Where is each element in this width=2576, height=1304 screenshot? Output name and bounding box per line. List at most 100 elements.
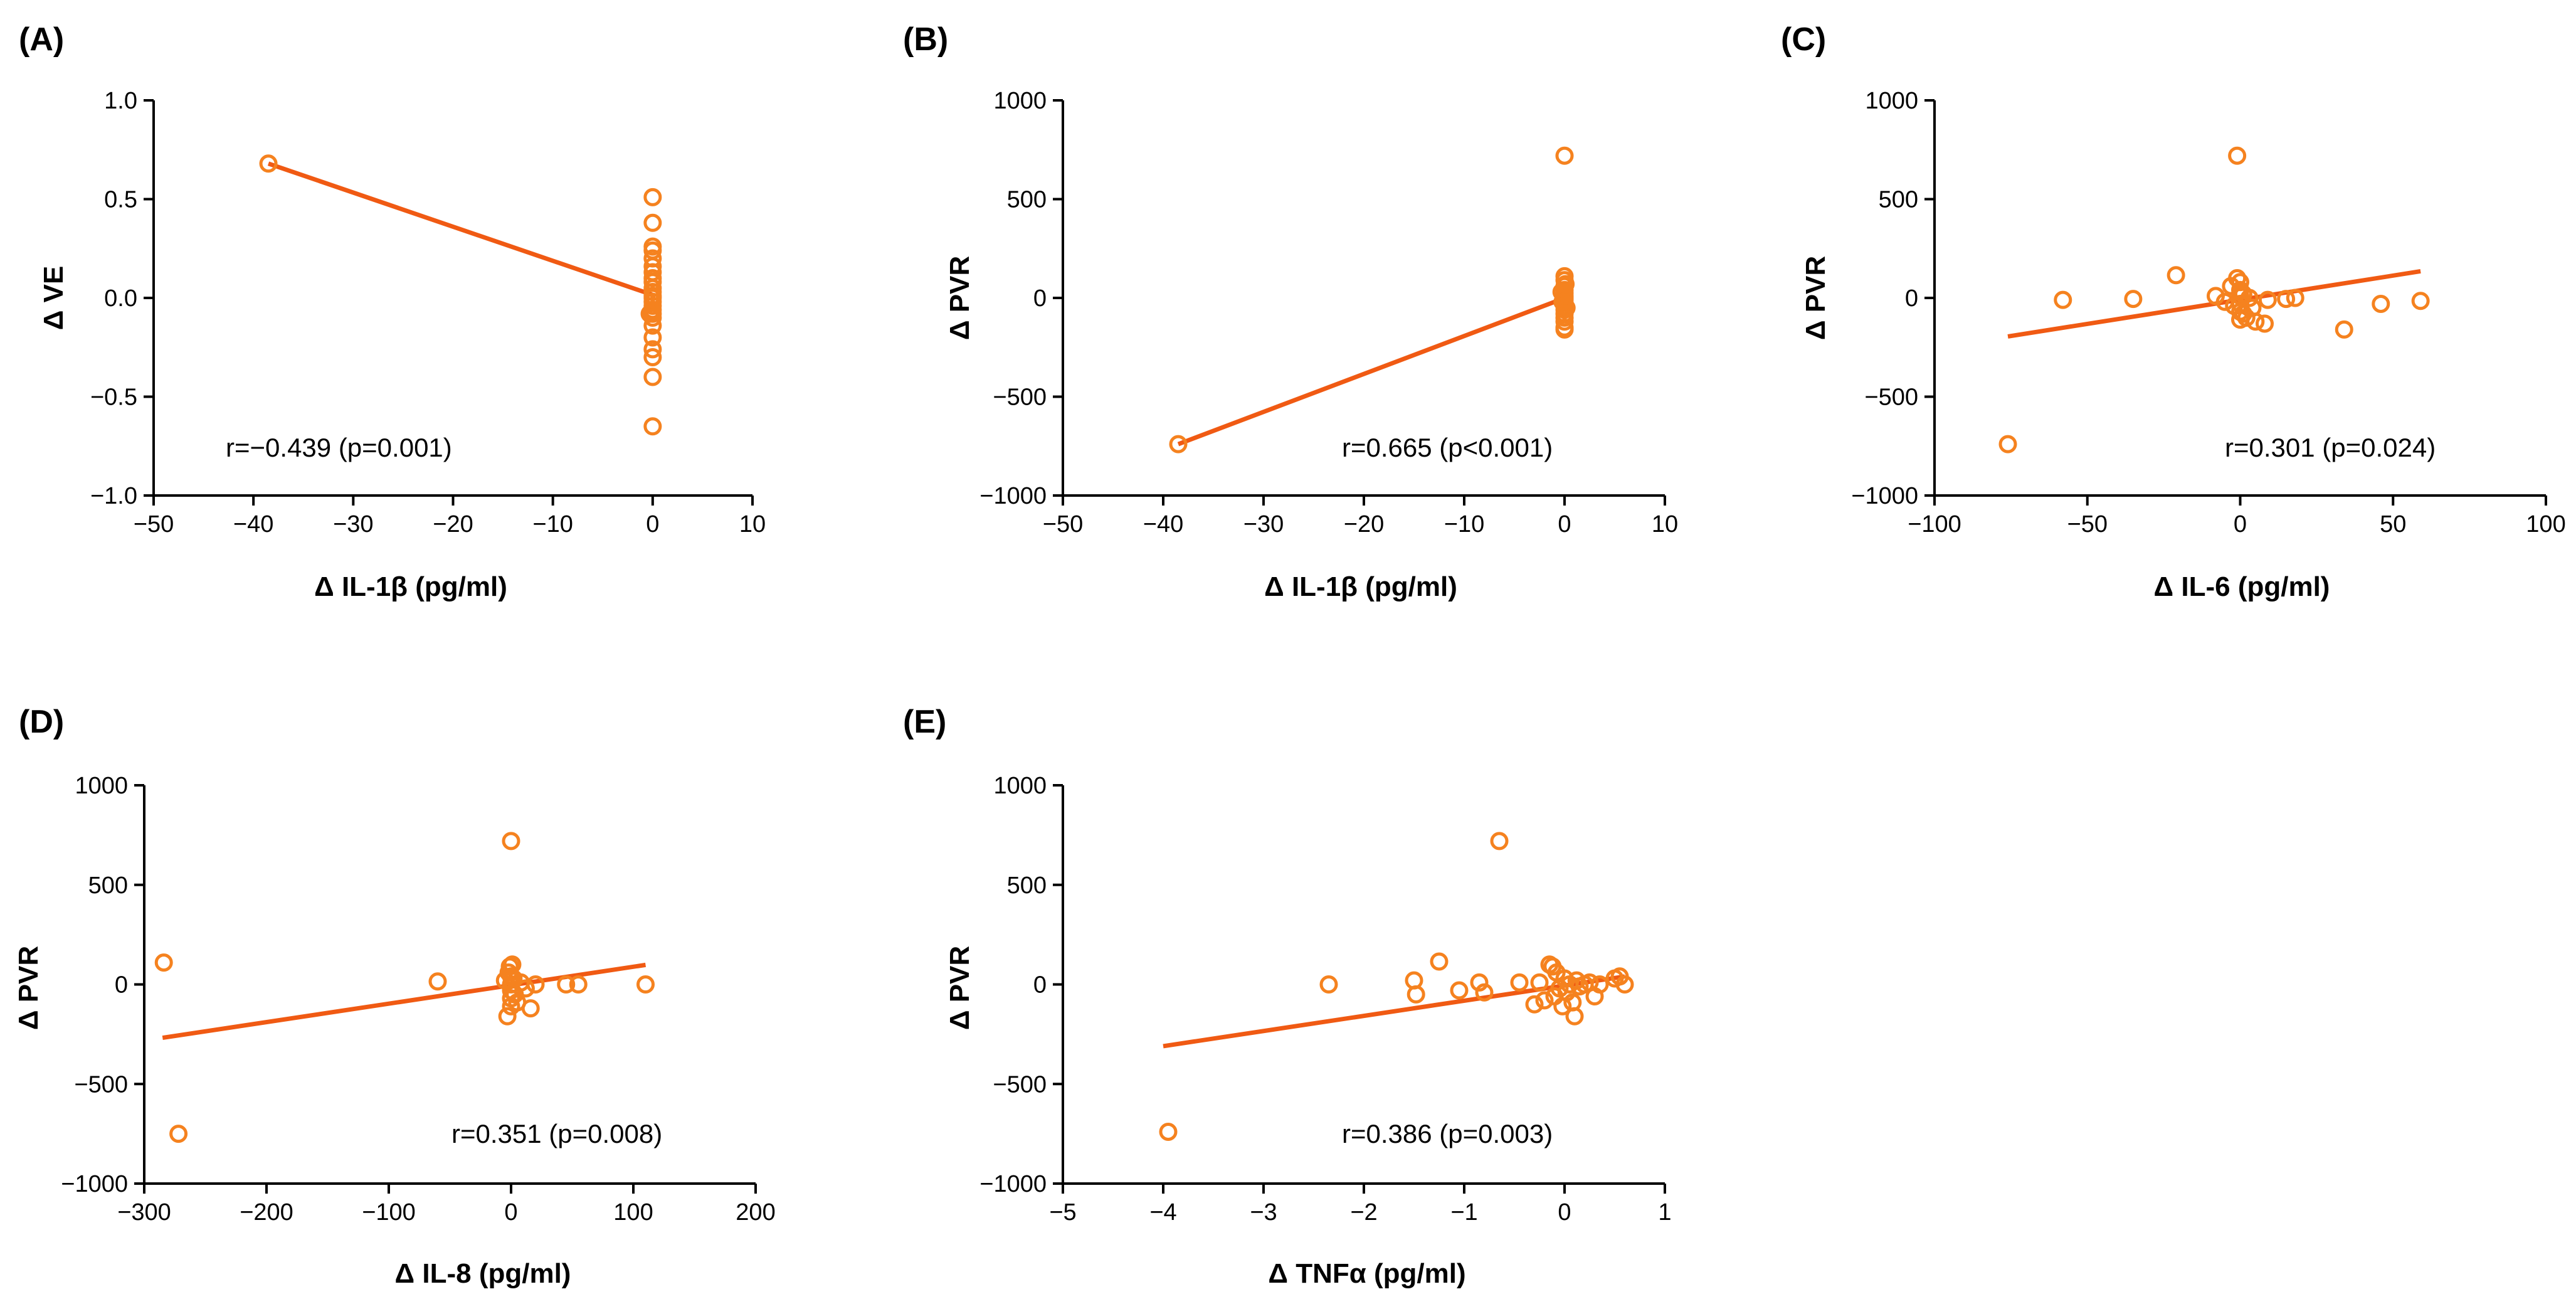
x-tick-label: −1: [1450, 1199, 1477, 1226]
x-tick-label: −2: [1350, 1199, 1377, 1226]
correlation-annotation: r=0.351 (p=0.008): [451, 1119, 662, 1148]
y-tick-label: 0: [115, 972, 128, 999]
y-tick-label: 500: [1879, 187, 1918, 213]
panel-letter: (D): [19, 704, 64, 740]
data-point: [2240, 289, 2259, 307]
data-point: [1530, 973, 1549, 992]
y-tick-label: −500: [993, 384, 1047, 411]
x-axis-title: Δ IL-1β (pg/ml): [314, 571, 507, 602]
x-tick-label: −4: [1149, 1199, 1176, 1226]
y-tick-label: 500: [1007, 872, 1047, 899]
y-tick-label: 1000: [993, 773, 1047, 799]
data-point: [259, 154, 278, 173]
correlation-annotation: r=0.301 (p=0.024): [2225, 433, 2436, 462]
x-tick-label: −5: [1049, 1199, 1076, 1226]
data-point: [643, 417, 662, 436]
x-tick-label: 10: [739, 511, 766, 538]
data-point: [643, 368, 662, 386]
x-tick-label: −50: [1043, 511, 1083, 538]
data-point: [428, 972, 447, 991]
data-point: [1470, 973, 1489, 992]
x-tick-label: 0: [2234, 511, 2247, 538]
x-axis-title: Δ IL-1β (pg/ml): [1264, 571, 1457, 602]
regression-line: [267, 161, 657, 299]
x-tick-label: −10: [1444, 511, 1484, 538]
data-point: [2411, 292, 2430, 310]
x-tick-label: −40: [233, 511, 273, 538]
data-point: [521, 999, 540, 1018]
x-tick-label: 10: [1652, 511, 1678, 538]
panel-d: (D) −300 −200 −100 0 100 200−1000−50005001000…: [13, 704, 776, 1289]
panel-letter: (C): [1781, 21, 1826, 58]
x-tick-label: 100: [2526, 511, 2565, 538]
x-tick-label: −300: [117, 1199, 171, 1226]
y-tick-label: 1000: [75, 773, 128, 799]
y-tick-label: −0.5: [90, 384, 137, 411]
data-point: [1535, 991, 1554, 1010]
correlation-annotation: r=0.665 (p<0.001): [1342, 433, 1553, 462]
y-tick-label: −1000: [1851, 483, 1918, 509]
y-tick-label: 0: [1033, 972, 1047, 999]
data-point: [1510, 973, 1529, 992]
data-point: [2372, 294, 2390, 313]
regression-line: [1163, 974, 1625, 1049]
y-tick-label: 0.5: [104, 187, 137, 213]
data-point: [498, 1007, 517, 1026]
y-tick-label: 1.0: [104, 88, 137, 114]
data-point: [1475, 983, 1494, 1002]
data-point: [516, 979, 535, 998]
x-tick-label: −30: [333, 511, 373, 538]
data-point: [1556, 275, 1575, 294]
x-axis-title: Δ IL-6 (pg/ml): [2154, 571, 2330, 602]
data-point: [2228, 146, 2247, 165]
panel-letter: (A): [19, 21, 64, 58]
data-point: [2124, 290, 2143, 309]
x-tick-label: 100: [613, 1199, 653, 1226]
x-tick-label: 0: [646, 511, 659, 538]
regression-line: [162, 962, 647, 1041]
data-point: [1555, 320, 1574, 339]
y-tick-label: 500: [88, 872, 128, 899]
plot-layer: −50 −40 −30 −20 −10 0 10 −1.0 −0.5 0.0 0.5 1.0: [90, 88, 766, 538]
y-axis-title: Δ VE: [38, 266, 69, 331]
data-point: [1430, 952, 1449, 971]
data-point: [2246, 312, 2265, 331]
x-tick-label: −20: [433, 511, 473, 538]
x-tick-label: −100: [1908, 511, 1961, 538]
data-point: [2277, 290, 2296, 309]
x-tick-label: −10: [532, 511, 573, 538]
data-point: [2286, 289, 2304, 307]
data-point: [1490, 832, 1509, 851]
y-tick-label: 1000: [1865, 88, 1918, 114]
y-tick-label: −500: [1864, 384, 1918, 411]
x-tick-label: −200: [240, 1199, 293, 1226]
data-point: [569, 975, 588, 994]
data-point: [643, 188, 662, 206]
x-tick-label: 0: [504, 1199, 517, 1226]
y-tick-label: 0: [1905, 285, 1918, 312]
data-point: [1555, 146, 1574, 165]
data-point: [502, 832, 520, 851]
data-point: [643, 316, 662, 335]
y-axis-title: Δ PVR: [13, 946, 44, 1030]
data-point: [636, 975, 655, 994]
data-point: [526, 975, 545, 994]
x-axis-title: Δ TNFα (pg/ml): [1268, 1258, 1465, 1289]
panel-e: (E) −5 −4 −3 −2 −1 0 1 −1000 −500 0 500 1000 r=0.38…: [903, 704, 1672, 1289]
data-point: [154, 953, 173, 972]
data-point: [643, 328, 662, 347]
y-tick-label: −1000: [979, 483, 1047, 509]
data-point: [643, 213, 662, 232]
data-point: [1169, 435, 1188, 453]
plot-layer: −5 −4 −3 −2 −1 0 1 −1000 −500 0 500 1000: [979, 773, 1671, 1226]
x-tick-label: 50: [2380, 511, 2406, 538]
y-tick-label: −1000: [61, 1171, 128, 1197]
data-point: [1553, 292, 1572, 311]
data-point: [1525, 995, 1544, 1014]
y-axis-title: Δ PVR: [944, 946, 975, 1030]
x-tick-label: 200: [736, 1199, 775, 1226]
plot-layer: −50 −40 −30 −20 −10 0 10 −1000 −500 0 500 1000: [979, 88, 1678, 538]
